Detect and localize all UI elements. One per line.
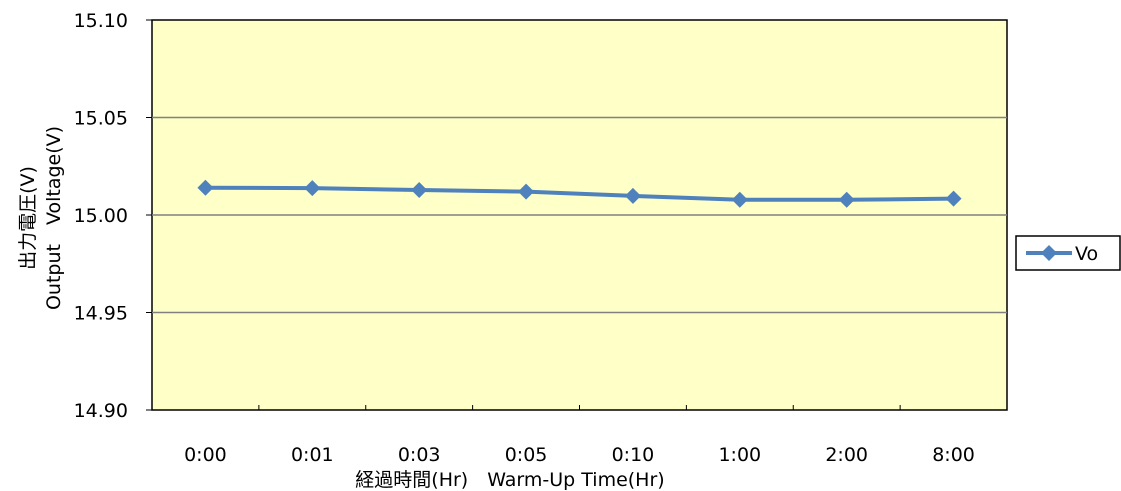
- x-axis-ticks: 0:00 0:01 0:03 0:05 0:10 1:00 2:00 8:00: [184, 405, 975, 466]
- data-point-marker: [624, 187, 641, 204]
- y-axis-title-line2: Output Voltage(V): [43, 126, 65, 310]
- series-group: [197, 179, 962, 208]
- x-tick-label: 0:01: [291, 444, 334, 466]
- x-axis-title: 経過時間(Hr) Warm-Up Time(Hr): [355, 469, 664, 491]
- data-point-marker: [838, 191, 855, 208]
- data-point-marker: [518, 183, 535, 200]
- y-tick-label: 14.95: [74, 303, 128, 325]
- gridlines: [152, 116, 1007, 314]
- legend-marker: [1041, 245, 1057, 261]
- y-tick-label: 14.90: [74, 400, 128, 422]
- x-tick-label: 2:00: [825, 444, 868, 466]
- x-tick-label: 0:05: [505, 444, 548, 466]
- data-point-marker: [197, 179, 214, 196]
- y-axis-title-line1: 出力電圧(V): [17, 166, 39, 270]
- legend: Vo: [1015, 235, 1121, 271]
- y-tick-label: 15.10: [74, 10, 128, 32]
- x-tick-label: 0:10: [612, 444, 655, 466]
- y-axis-ticks: 14.90 14.95 15.00 15.05 15.10: [74, 10, 152, 422]
- data-point-marker: [411, 182, 428, 199]
- x-tick-label: 1:00: [718, 444, 761, 466]
- data-point-marker: [304, 180, 321, 197]
- y-tick-label: 15.00: [74, 205, 128, 227]
- x-tick-label: 8:00: [932, 444, 975, 466]
- data-point-marker: [731, 191, 748, 208]
- series-line-vo: [205, 185, 954, 202]
- data-point-marker: [945, 190, 962, 207]
- legend-label: Vo: [1075, 243, 1098, 265]
- x-tick-label: 0:03: [398, 444, 441, 466]
- y-tick-label: 15.05: [74, 108, 128, 130]
- x-tick-label: 0:00: [184, 444, 227, 466]
